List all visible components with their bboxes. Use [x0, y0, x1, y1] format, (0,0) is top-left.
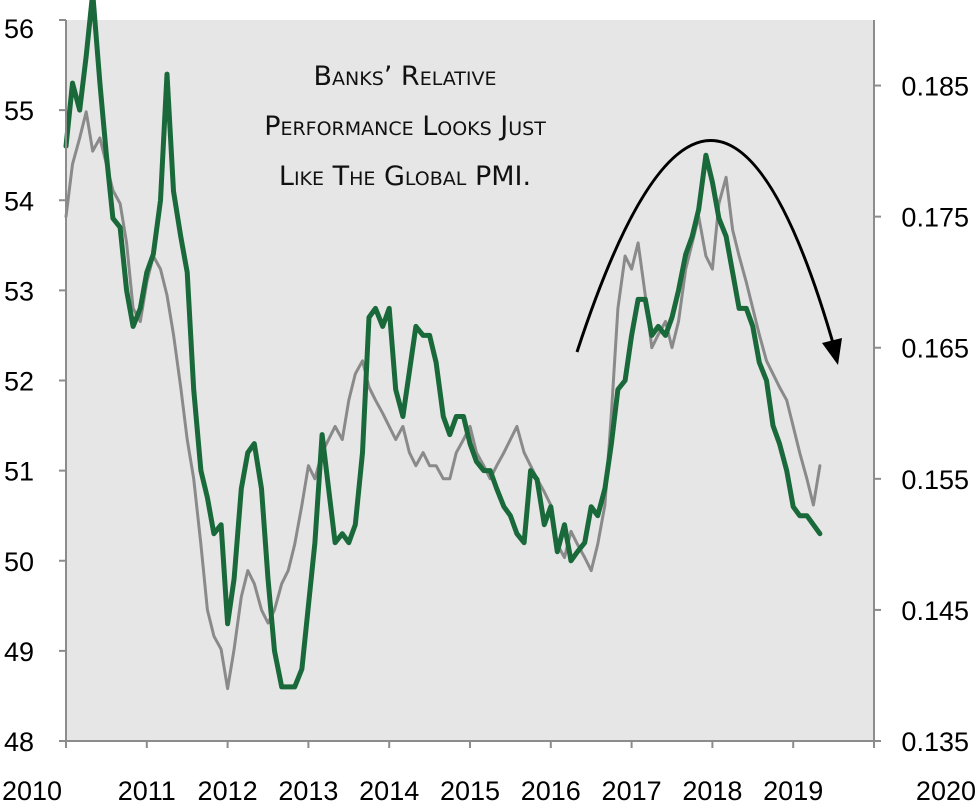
left-tick-label: 52: [4, 367, 34, 397]
x-tick-label: 2020: [916, 776, 976, 806]
x-tick-label: 2014: [359, 776, 419, 806]
annotation-line-1: Banks’ Relative: [314, 61, 497, 92]
x-tick-label: 2012: [198, 776, 258, 806]
plot-area: [66, 20, 874, 741]
right-tick-label: 0.145: [901, 596, 969, 626]
left-tick-label: 55: [4, 96, 34, 126]
series-line-pmi: [63, 0, 823, 690]
x-tick-label: 2010: [2, 776, 62, 806]
axes-layer: 2010 2011 2012 2013 2014 2015 2016 2017 2018 2019…: [2, 14, 976, 806]
x-tick-label: 2011: [118, 776, 176, 806]
left-tick-label: 53: [4, 276, 34, 306]
x-tick-label: 2013: [278, 776, 338, 806]
right-tick-label: 0.135: [901, 727, 969, 757]
annotation-layer: Banks’ Relative Performance Looks Just L…: [264, 61, 546, 192]
series-layer: [63, 0, 823, 691]
trend-arrow: [575, 139, 842, 365]
x-tick-label: 2018: [682, 776, 742, 806]
right-tick-label: 0.165: [901, 334, 969, 364]
x-tick-label: 2015: [440, 776, 500, 806]
trend-arrow-head: [822, 338, 842, 365]
right-tick-label: 0.175: [901, 203, 969, 233]
left-tick-label: 56: [4, 14, 34, 44]
x-tick-label: 2017: [602, 776, 662, 806]
left-tick-label: 51: [4, 457, 34, 487]
x-tick-label: 2016: [521, 776, 581, 806]
left-tick-label: 49: [4, 637, 34, 667]
left-tick-label: 50: [4, 547, 34, 577]
x-tick-label: 2019: [763, 776, 823, 806]
left-tick-label: 48: [4, 727, 34, 757]
annotation-line-3: Like The Global PMI.: [279, 161, 531, 192]
trend-arrow-curve: [575, 139, 837, 353]
annotation-line-2: Performance Looks Just: [264, 111, 546, 142]
right-tick-label: 0.185: [901, 72, 969, 102]
left-tick-label: 54: [4, 186, 34, 216]
right-tick-label: 0.155: [901, 465, 969, 495]
